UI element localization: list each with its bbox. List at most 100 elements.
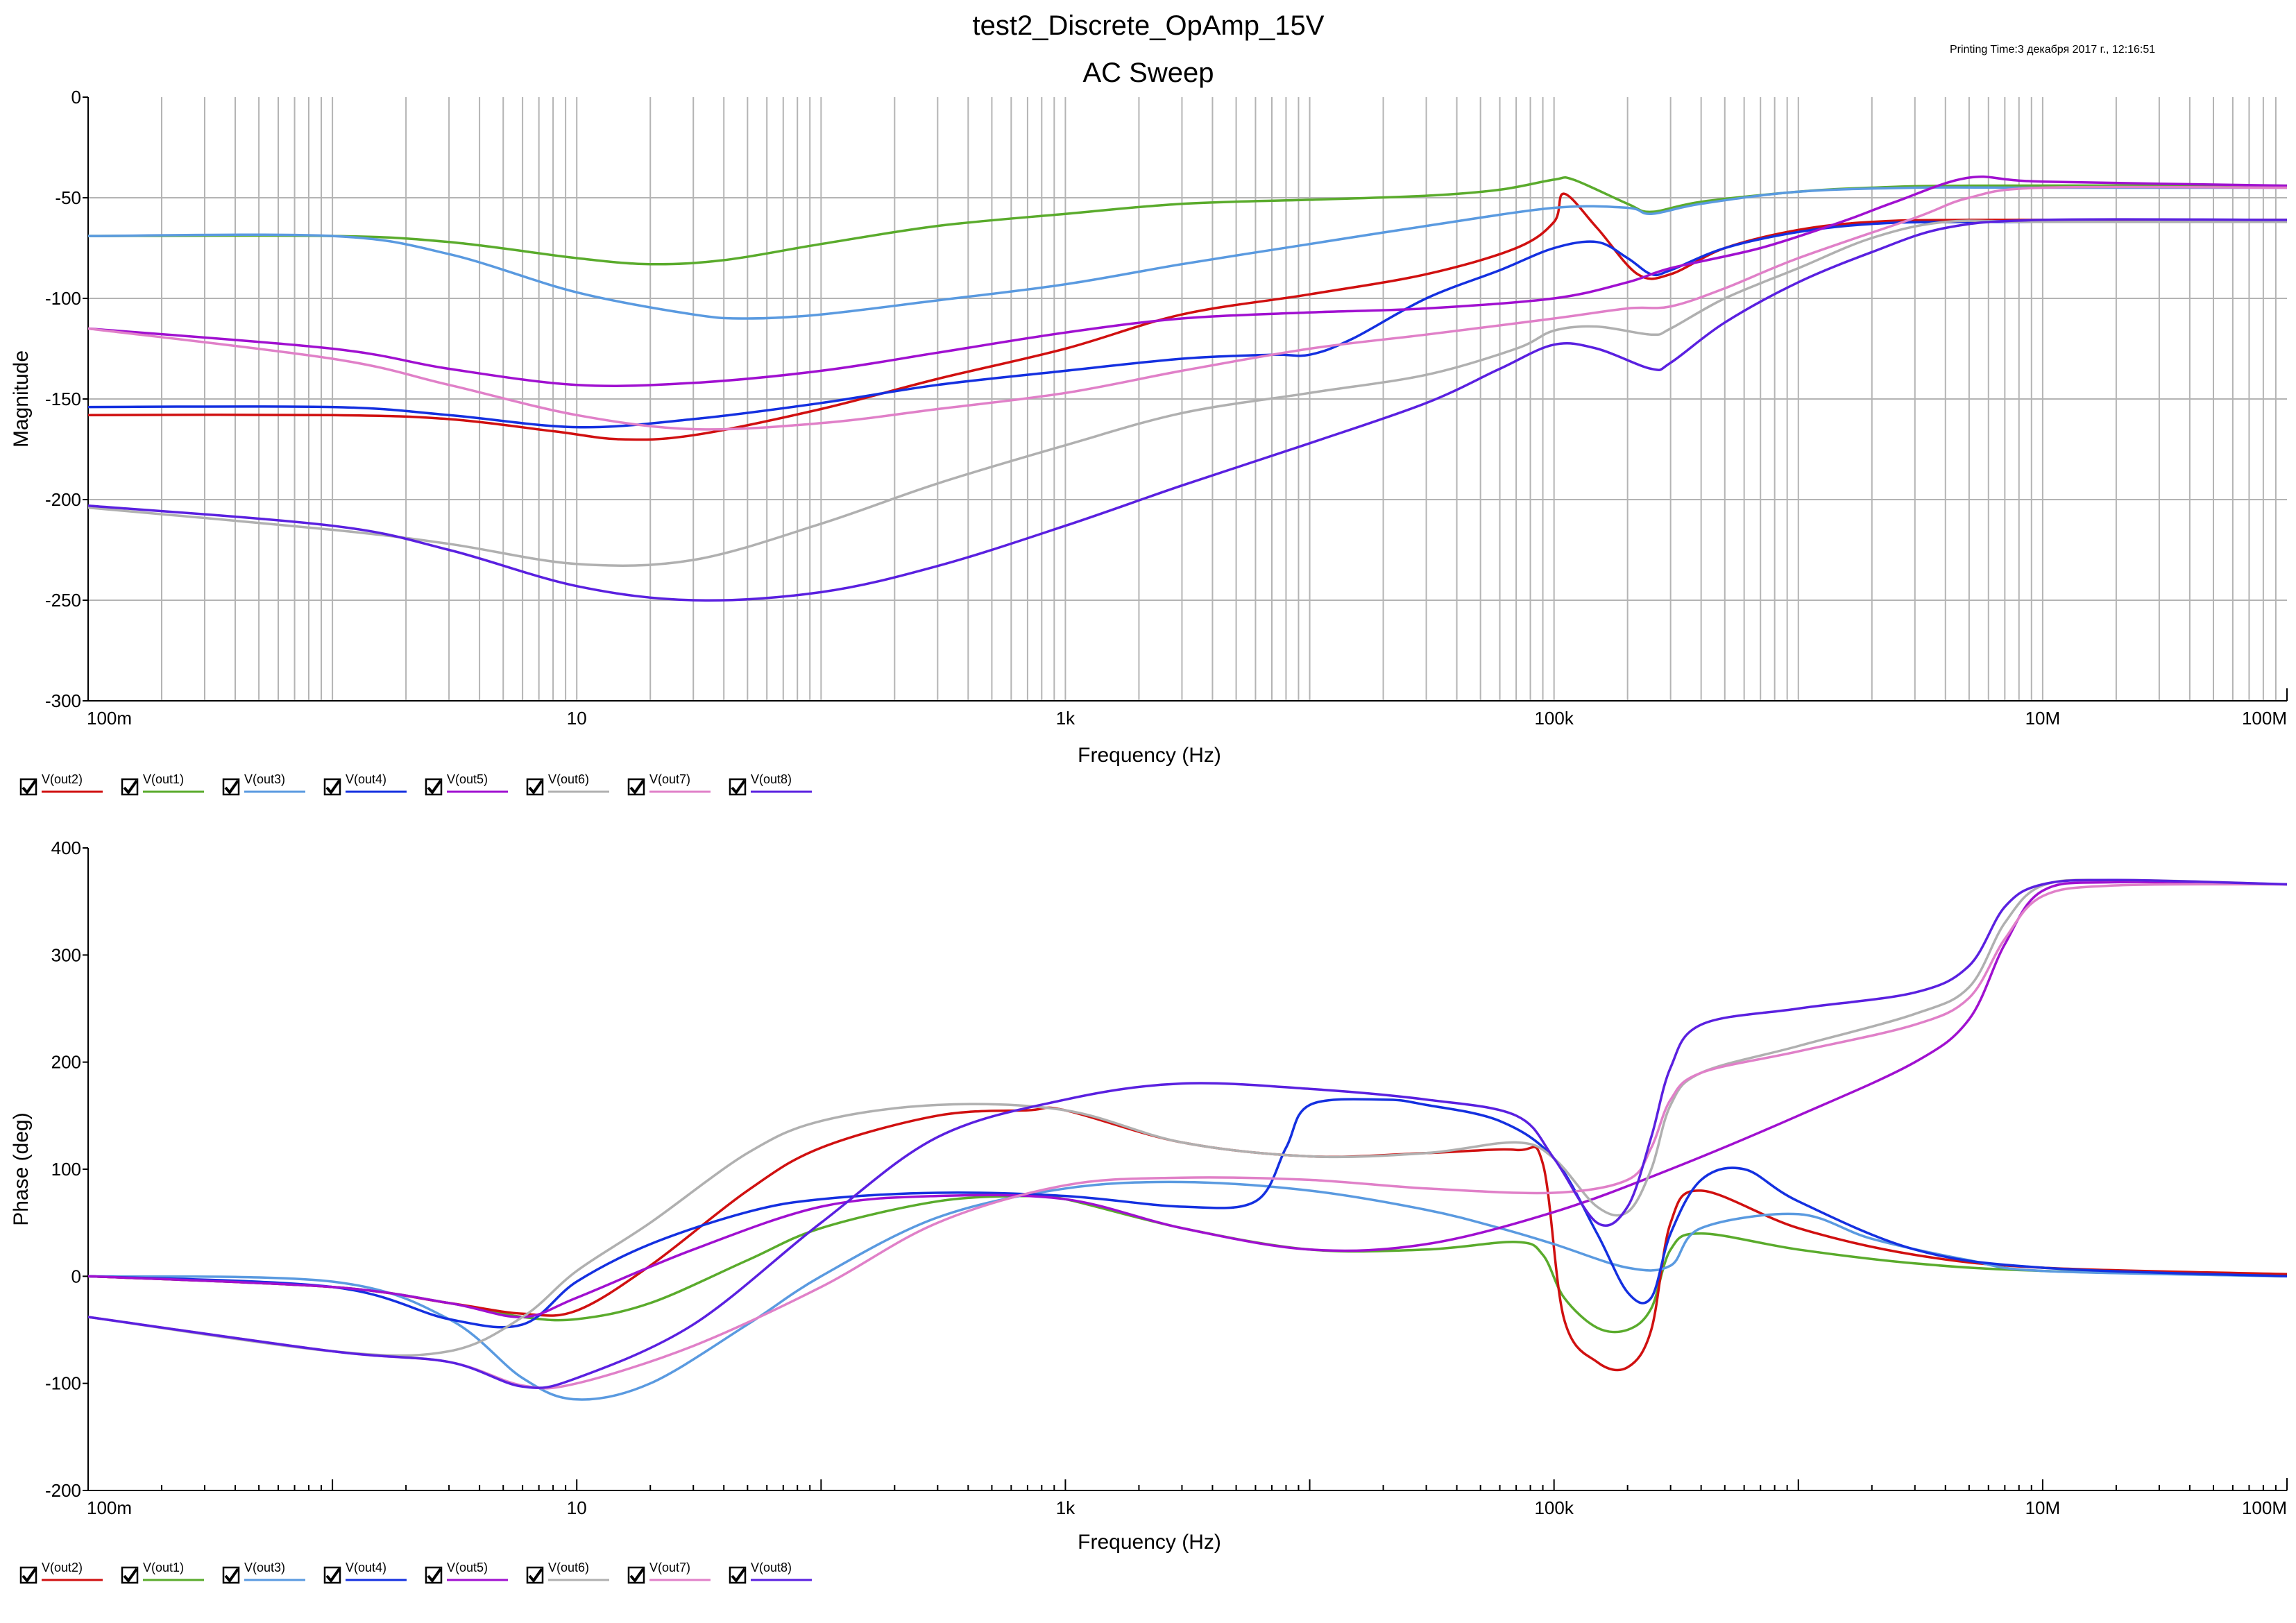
checkmark-icon	[528, 1567, 543, 1583]
x-tick-label: 10M	[2025, 708, 2061, 729]
series-line-vout6	[88, 878, 2287, 1357]
x-tick-label: 100k	[1534, 1497, 1574, 1518]
y-tick-label: -150	[45, 389, 81, 409]
series-line-vout8	[88, 878, 2287, 1389]
x-tick-label: 100M	[2242, 1497, 2287, 1518]
series-line-vout2	[88, 192, 2287, 441]
y-tick-label: -100	[45, 288, 81, 309]
checkmark-icon	[123, 779, 138, 795]
series-line-vout3	[88, 186, 2287, 320]
series-group	[88, 878, 2287, 1401]
x-tick-label: 100m	[87, 708, 132, 729]
series-group	[88, 175, 2287, 602]
magnitude-plot: 100m 10 1k 100k 10M 100M 0 -50 -100 -150 -200 -250 -…	[10, 87, 2288, 796]
series-line-vout5	[88, 175, 2287, 387]
y-tick-label: -300	[45, 690, 81, 711]
x-tick-label: 100k	[1534, 708, 1574, 729]
legend-item-vout3[interactable]: V(out3)	[222, 772, 305, 796]
legend-item-vout7[interactable]: V(out7)	[627, 1561, 711, 1584]
legend-label: V(out1)	[143, 772, 184, 786]
x-tick-label: 1k	[1056, 708, 1075, 729]
series-line-vout2	[88, 1106, 2287, 1372]
series-line-vout7	[88, 883, 2287, 1390]
y-tick-label: -100	[45, 1373, 81, 1394]
chart-subtitle: AC Sweep	[1083, 58, 1214, 88]
checkmark-icon	[528, 779, 543, 795]
y-tick-label: -50	[55, 187, 81, 208]
x-tick-label: 1k	[1056, 1497, 1075, 1518]
checkmark-icon	[224, 779, 239, 795]
legend-label: V(out7)	[649, 1561, 690, 1574]
x-tick-label: 10	[567, 708, 587, 729]
y-axis-label: Phase (deg)	[10, 1112, 33, 1225]
y-tick-label: 400	[51, 838, 81, 858]
checkmark-icon	[224, 1567, 239, 1583]
y-tick-label: 200	[51, 1052, 81, 1073]
legend-item-vout4[interactable]: V(out4)	[323, 1561, 407, 1584]
legend: V(out2) V(out1) V(out3) V(out4) V(out5) V(out…	[19, 772, 812, 796]
checkmark-icon	[427, 779, 442, 795]
legend-item-vout3[interactable]: V(out3)	[222, 1561, 305, 1584]
legend-label: V(out6)	[548, 1561, 589, 1574]
y-axis-label: Magnitude	[10, 350, 33, 448]
x-tick-label: 100M	[2242, 708, 2287, 729]
checkmark-icon	[22, 1567, 37, 1583]
legend-item-vout4[interactable]: V(out4)	[323, 772, 407, 796]
legend-item-vout5[interactable]: V(out5)	[425, 772, 508, 796]
checkmark-icon	[22, 779, 37, 795]
legend-label: V(out8)	[751, 772, 792, 786]
legend-item-vout6[interactable]: V(out6)	[526, 772, 609, 796]
checkmark-icon	[629, 1567, 645, 1583]
legend-item-vout1[interactable]: V(out1)	[121, 772, 204, 796]
checkmark-icon	[731, 779, 746, 795]
y-tick-label: 0	[71, 1266, 81, 1286]
legend-label: V(out7)	[649, 772, 690, 786]
legend-label: V(out2)	[42, 1561, 83, 1574]
legend-item-vout8[interactable]: V(out8)	[729, 772, 812, 796]
y-tick-label: 300	[51, 944, 81, 965]
checkmark-icon	[325, 779, 341, 795]
legend-label: V(out6)	[548, 772, 589, 786]
series-line-vout6	[88, 219, 2287, 567]
legend-label: V(out5)	[447, 772, 488, 786]
legend-item-vout8[interactable]: V(out8)	[729, 1561, 812, 1584]
legend-item-vout7[interactable]: V(out7)	[627, 772, 711, 796]
legend-item-vout2[interactable]: V(out2)	[19, 772, 103, 796]
legend-label: V(out3)	[244, 1561, 285, 1574]
series-line-vout1	[88, 1194, 2287, 1334]
legend-label: V(out1)	[143, 1561, 184, 1574]
x-tick-label: 100m	[87, 1497, 132, 1518]
y-tick-label: 100	[51, 1159, 81, 1180]
legend-item-vout2[interactable]: V(out2)	[19, 1561, 103, 1584]
legend-item-vout5[interactable]: V(out5)	[425, 1561, 508, 1584]
series-line-vout7	[88, 185, 2287, 431]
phase-plot: 100m 10 1k 100k 10M 100M 400 300 200 100 0 -100 -200…	[10, 838, 2288, 1584]
checkmark-icon	[427, 1567, 442, 1583]
legend-item-vout6[interactable]: V(out6)	[526, 1561, 609, 1584]
x-axis-label: Frequency (Hz)	[1078, 1531, 1221, 1554]
checkmark-icon	[731, 1567, 746, 1583]
legend-label: V(out8)	[751, 1561, 792, 1574]
y-tick-label: -250	[45, 590, 81, 611]
x-tick-label: 10M	[2025, 1497, 2061, 1518]
legend: V(out2) V(out1) V(out3) V(out4) V(out5) V(out…	[19, 1561, 812, 1584]
x-tick-label: 10	[567, 1497, 587, 1518]
legend-label: V(out4)	[346, 772, 386, 786]
series-line-vout4	[88, 1098, 2287, 1329]
legend-label: V(out4)	[346, 1561, 386, 1574]
legend-item-vout1[interactable]: V(out1)	[121, 1561, 204, 1584]
series-line-vout3	[88, 1180, 2287, 1401]
checkmark-icon	[629, 779, 645, 795]
legend-label: V(out5)	[447, 1561, 488, 1574]
y-tick-label: -200	[45, 489, 81, 510]
legend-label: V(out2)	[42, 772, 83, 786]
x-axis-label: Frequency (Hz)	[1078, 744, 1221, 767]
legend-label: V(out3)	[244, 772, 285, 786]
checkmark-icon	[123, 1567, 138, 1583]
printing-time: Printing Time:3 декабря 2017 г., 12:16:5…	[1950, 44, 2155, 56]
series-line-vout8	[88, 218, 2287, 602]
y-tick-label: -200	[45, 1480, 81, 1501]
chart-title: test2_Discrete_OpAmp_15V	[973, 10, 1325, 41]
checkmark-icon	[325, 1567, 341, 1583]
series-line-vout4	[88, 220, 2287, 429]
